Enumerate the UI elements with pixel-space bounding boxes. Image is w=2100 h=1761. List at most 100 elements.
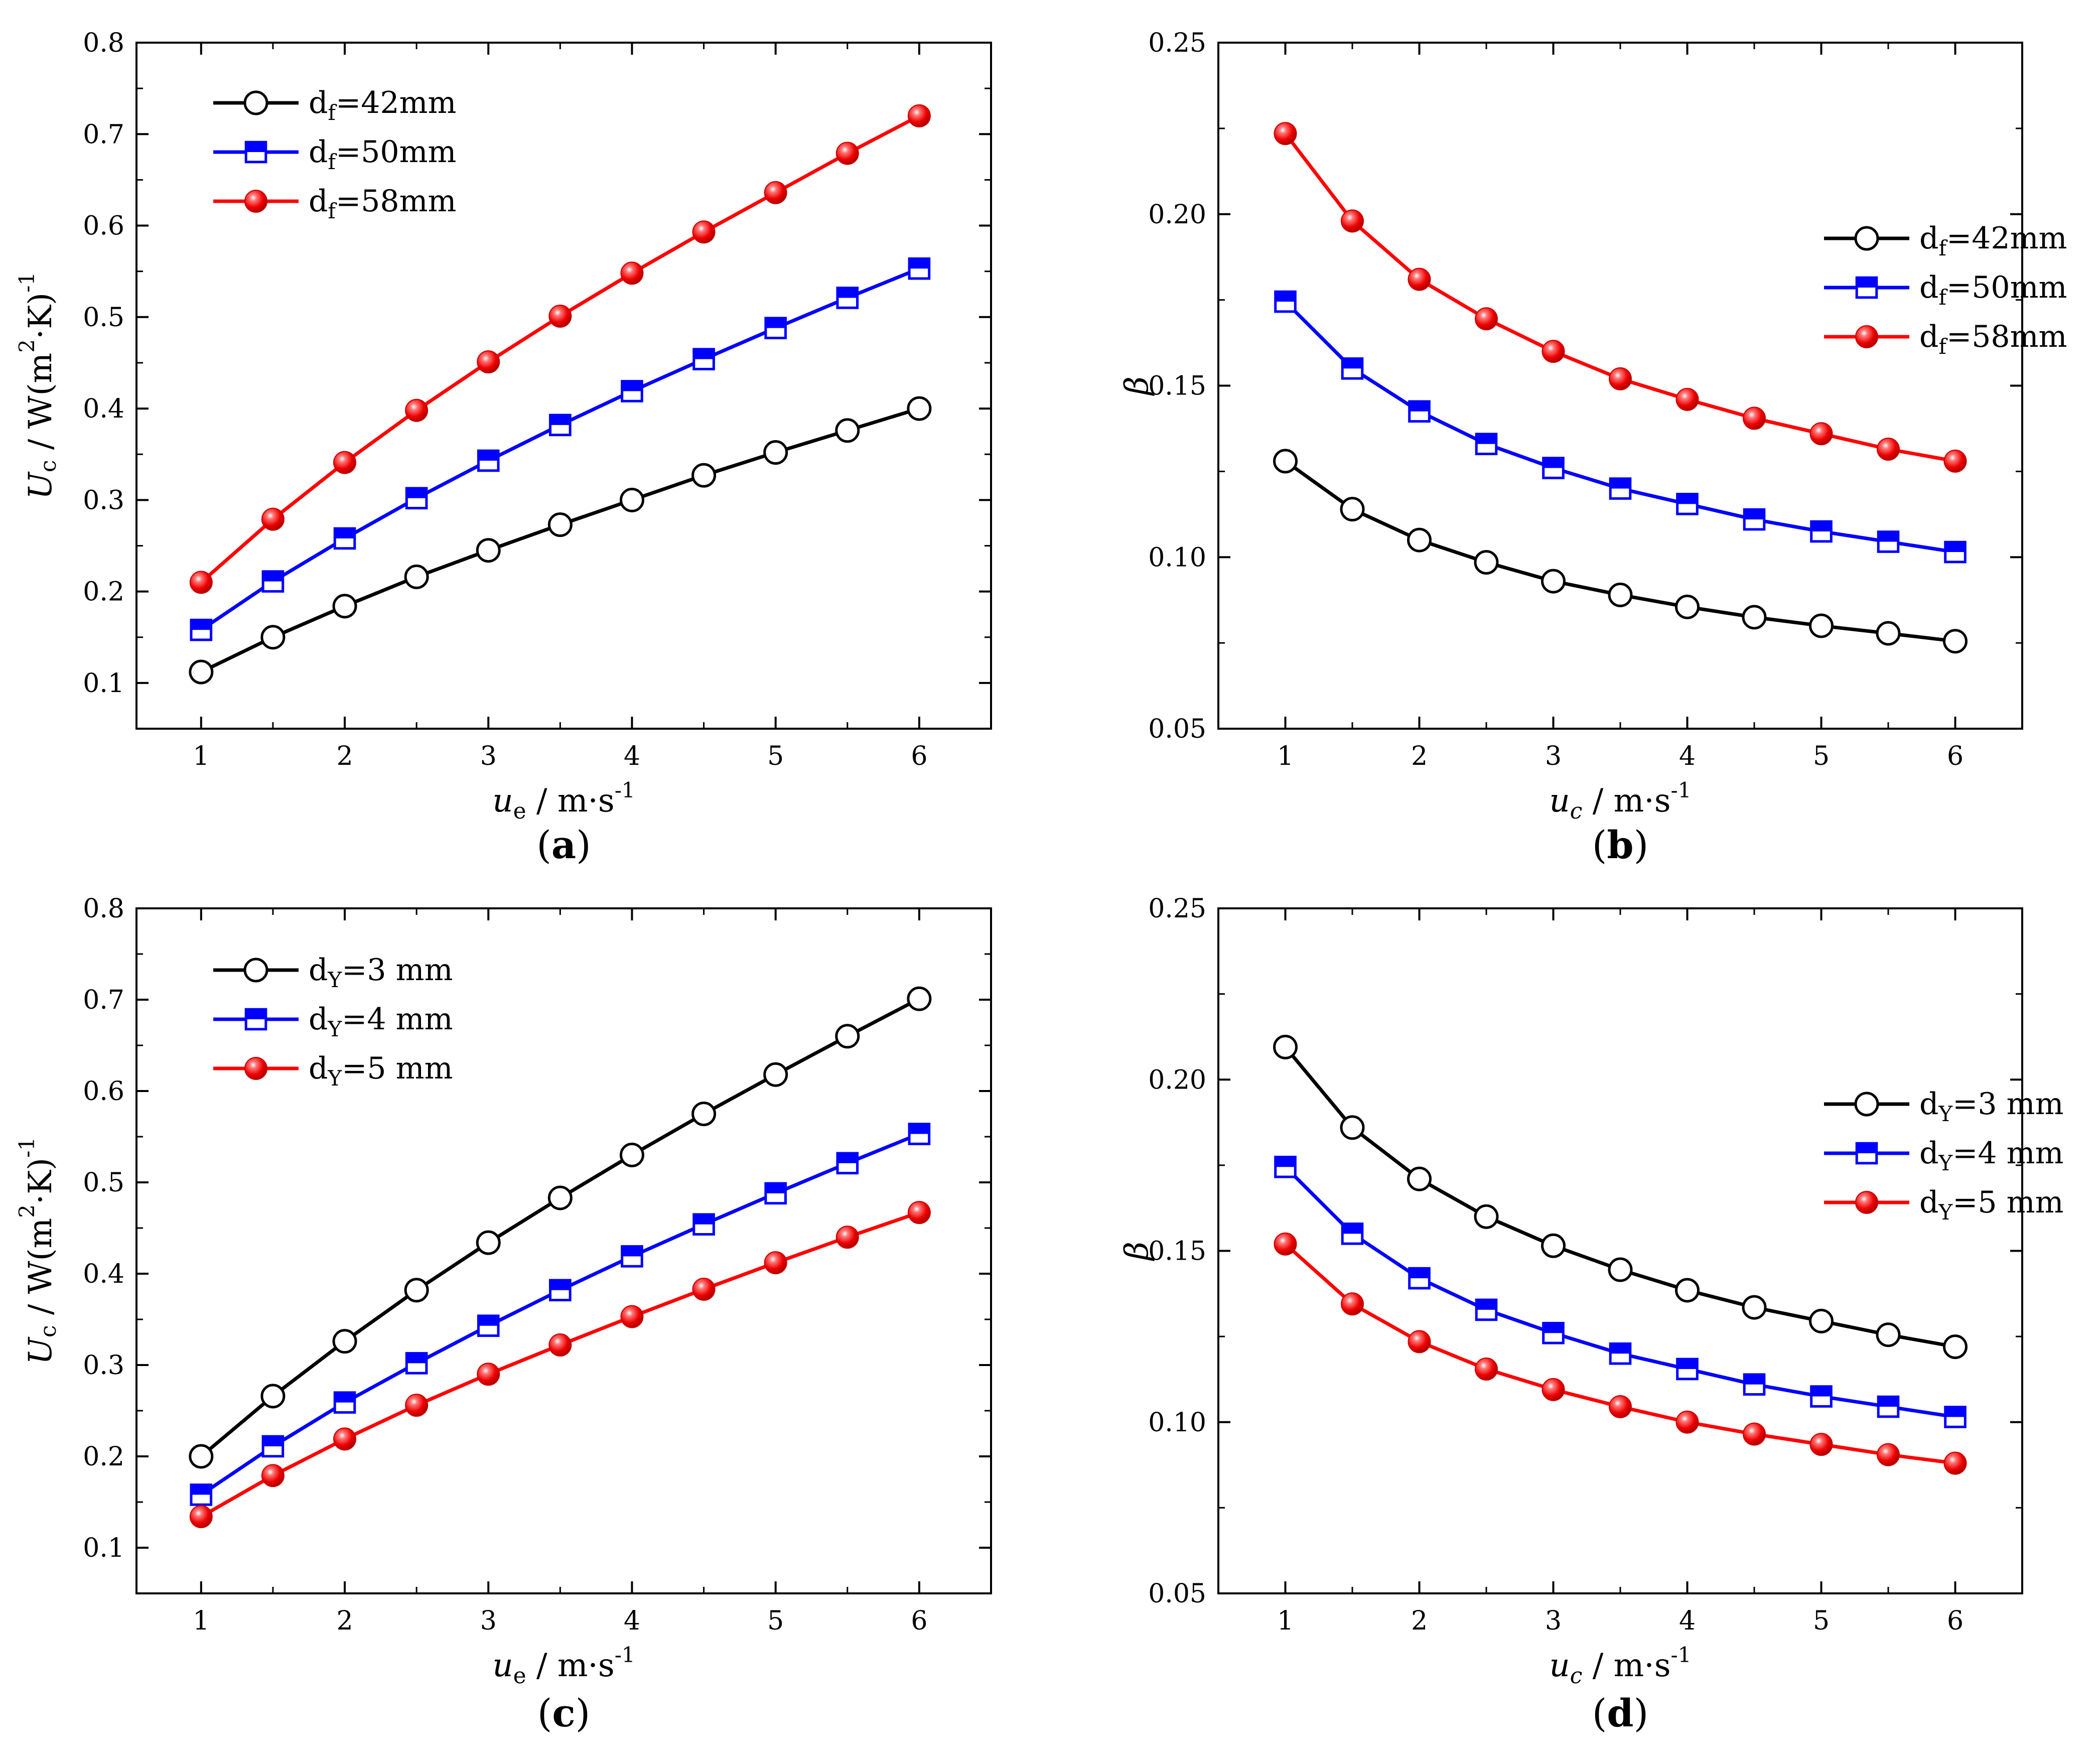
legend-sub: Y [1938, 1151, 1953, 1175]
y-tick-label: 0.25 [1148, 28, 1206, 58]
legend-main: d [1919, 1136, 1938, 1171]
data-point [405, 1394, 429, 1417]
x-tick-label: 4 [1679, 741, 1696, 771]
data-point [1274, 1155, 1297, 1178]
caption-letter: b [1607, 823, 1633, 867]
y-tick-label: 0.05 [1148, 714, 1206, 744]
data-point [763, 440, 788, 465]
legend-sub: f [1938, 334, 1948, 359]
data-point [763, 1062, 788, 1087]
legend-main: d [309, 1002, 328, 1037]
data-point [1408, 400, 1431, 423]
x-axis-unit: / m·s [526, 1647, 615, 1684]
data-point [477, 350, 500, 374]
data-point [261, 507, 285, 531]
y-tick-label: 0.8 [83, 28, 124, 58]
legend-sub: Y [1938, 1200, 1953, 1225]
data-point [190, 1483, 213, 1506]
x-axis-unit: / m·s [526, 782, 615, 820]
data-point [1340, 497, 1365, 522]
data-point [1944, 540, 1967, 564]
data-point [764, 1251, 787, 1275]
data-point [621, 1245, 643, 1268]
x-tick-label: 3 [480, 1606, 497, 1636]
x-axis-sub: c [1570, 1663, 1583, 1689]
legend-sub: Y [327, 968, 342, 992]
y-tick-label: 0.4 [83, 394, 124, 424]
legend-marker [243, 958, 268, 983]
data-point [477, 1363, 500, 1386]
legend-sub: f [328, 199, 337, 223]
data-point [190, 618, 213, 641]
series-2 [190, 257, 931, 641]
x-tick-label: 2 [336, 1606, 353, 1636]
x-axis-sup: -1 [615, 1643, 635, 1667]
legend-main: d [1919, 221, 1938, 256]
y-tick-label: 0.6 [83, 211, 124, 241]
x-axis-var: u [492, 782, 513, 820]
legend-rest: =5 mm [1952, 1185, 2063, 1220]
y-axis-var: β [1118, 1242, 1156, 1261]
data-point [1943, 629, 1968, 654]
legend-rest: =42mm [1946, 221, 2067, 256]
data-point [405, 487, 428, 509]
legend-rest: =3 mm [342, 953, 453, 988]
x-tick-label: 5 [1813, 741, 1830, 771]
y-tick-label: 0.3 [83, 485, 124, 515]
data-point [1743, 1422, 1766, 1446]
data-point [261, 570, 285, 593]
data-point [1341, 357, 1364, 380]
panel-a: 1 2 3 4 5 60.10.20.30.40.50.60.70.8ue / m·s-1… [15, 28, 992, 867]
data-point [835, 1226, 859, 1249]
data-point [189, 659, 214, 685]
legend-rest: =50mm [1946, 270, 2067, 305]
x-tick-label: 1 [193, 741, 209, 771]
x-tick-label: 2 [336, 741, 353, 771]
legend-entry-3: df=58mm [1824, 319, 2067, 359]
data-point [549, 1279, 572, 1302]
legend-main: d [309, 184, 328, 219]
panel-c: 1 2 3 4 5 60.10.20.30.40.50.60.70.8ue / m·s-1… [15, 894, 992, 1735]
y-axis-label: Uc / W(m2·K)-1 [15, 1137, 61, 1365]
series-line [1284, 1165, 1956, 1419]
x-axis-unit: / m·s [1582, 1647, 1670, 1684]
data-point [1475, 1357, 1498, 1381]
legend-sub: Y [327, 1066, 342, 1091]
y-tick-label: 0.20 [1148, 200, 1206, 230]
legend-entry-1: dY=3 mm [1824, 1087, 2063, 1126]
x-axis-sup: -1 [1671, 1643, 1692, 1667]
legend-rest: =4 mm [342, 1002, 453, 1037]
series-3 [1274, 122, 1967, 473]
data-point [1541, 569, 1566, 594]
x-tick-label: 5 [1813, 1606, 1830, 1636]
data-point [1609, 367, 1632, 390]
caption-open: ( [536, 823, 551, 867]
legend-label: dY=4 mm [1919, 1136, 2063, 1175]
y-axis-sup: 2 [15, 1204, 39, 1218]
x-axis-sub: e [513, 1663, 526, 1689]
data-point [1743, 407, 1766, 430]
data-point [189, 1444, 214, 1469]
data-point [1341, 1292, 1364, 1316]
data-point [333, 1391, 356, 1414]
data-point [1273, 1034, 1298, 1059]
legend-main: d [1919, 319, 1938, 354]
data-point [1743, 1373, 1766, 1396]
data-point [1609, 1395, 1632, 1419]
legend-sub: f [328, 100, 337, 125]
caption-close: ) [1634, 1691, 1649, 1735]
x-tick-label: 3 [1545, 1606, 1562, 1636]
data-point [1809, 422, 1833, 446]
data-point [1742, 1295, 1767, 1320]
legend-rest: =4 mm [1952, 1136, 2063, 1171]
legend-marker [1855, 1191, 1878, 1214]
x-axis-sup: -1 [1671, 778, 1692, 802]
y-tick-label: 0.4 [83, 1259, 124, 1289]
data-point [547, 512, 573, 537]
y-axis-unit: / W(m [22, 353, 59, 460]
y-axis-unit2: ·K) [22, 293, 59, 339]
caption-open: ( [1592, 823, 1607, 867]
panel-caption: (a) [536, 823, 591, 867]
legend-entry-3: dY=5 mm [1824, 1185, 2063, 1225]
